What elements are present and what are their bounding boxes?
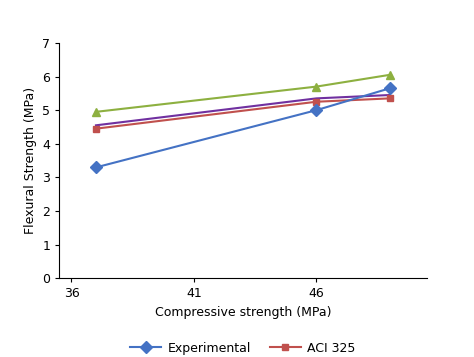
X-axis label: Compressive strength (MPa): Compressive strength (MPa) <box>155 306 331 319</box>
Line: ACI 325: ACI 325 <box>92 95 393 132</box>
ACI 325 <box>314 100 319 104</box>
ACI 325 <box>387 96 392 101</box>
Experimental <box>387 86 392 90</box>
Experimental <box>314 108 319 112</box>
ACI 325 <box>93 126 99 131</box>
Legend: Experimental, ACI 325: Experimental, ACI 325 <box>125 337 361 357</box>
Experimental <box>93 165 99 170</box>
Line: Experimental: Experimental <box>92 84 394 172</box>
Y-axis label: Flexural Strength (MPa): Flexural Strength (MPa) <box>24 87 36 234</box>
